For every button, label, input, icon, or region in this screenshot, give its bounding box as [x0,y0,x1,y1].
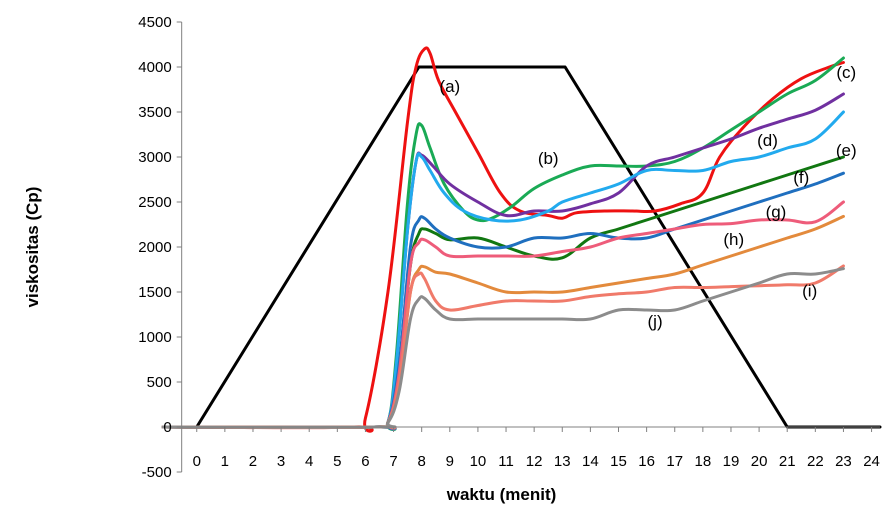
x-tick-label: 1 [221,453,229,470]
x-tick-label: 6 [361,453,369,470]
series-line-i [161,264,845,429]
x-tick-label: 5 [333,453,341,470]
x-tick-label: 18 [695,453,712,470]
series-label-e: (e) [836,141,857,160]
y-tick-label: 500 [147,374,172,391]
x-tick-label: 2 [249,453,257,470]
y-tick-label: 3500 [138,104,171,121]
x-tick-label: 16 [638,453,655,470]
series-line-j [161,267,845,429]
series-label-j: (j) [648,312,663,331]
y-tick-label: 1500 [138,284,171,301]
x-tick-label: 21 [779,453,796,470]
x-tick-label: 9 [446,453,454,470]
x-tick-label: 24 [863,453,880,470]
x-tick-label: 7 [389,453,397,470]
x-tick-label: 15 [610,453,627,470]
y-tick-label: 4000 [138,59,171,76]
series-label-h: (h) [723,230,744,249]
x-tick-label: 19 [723,453,740,470]
x-tick-label: 3 [277,453,285,470]
x-tick-label: 14 [582,453,599,470]
x-tick-label: 11 [498,453,514,470]
x-tick-label: 12 [526,453,543,470]
y-tick-label: 0 [163,419,171,436]
axis-layer: 4500 4000 3500 3000 2500 2000 1500 1000 500 0 -500… [138,14,880,481]
y-tick-label: -500 [142,464,172,481]
y-axis-title: viskositas (Cp) [23,187,42,308]
y-tick-label: 1000 [138,329,171,346]
series-label-a: (a) [439,77,460,96]
x-tick-label: 13 [554,453,571,470]
series-label-b: (b) [538,149,559,168]
x-tick-label: 0 [193,453,201,470]
series-label-i: (i) [802,282,817,301]
y-tick-label: 3000 [138,149,171,166]
series-label-c: (c) [836,63,856,82]
x-tick-label: 10 [470,453,487,470]
x-tick-label: 20 [751,453,768,470]
x-tick-label: 8 [418,453,426,470]
series-label-f: (f) [793,168,809,187]
x-tick-label: 22 [807,453,824,470]
series-line-a [161,46,845,433]
y-tick-label: 2500 [138,194,171,211]
x-axis-title: waktu (menit) [446,485,557,504]
series-label-d: (d) [757,131,778,150]
label-layer: (a) (b) (c) (d) (e) (f) (g) (h) (i) (j) [439,63,856,331]
series-layer [161,46,882,433]
x-tick-label: 17 [666,453,683,470]
series-line-d [161,110,845,431]
y-tick-label: 4500 [138,14,171,31]
y-tick-label: 2000 [138,239,171,256]
x-tick-label: 4 [305,453,313,470]
series-line-c [161,92,845,431]
x-tick-label: 23 [835,453,852,470]
series-label-g: (g) [766,202,787,221]
